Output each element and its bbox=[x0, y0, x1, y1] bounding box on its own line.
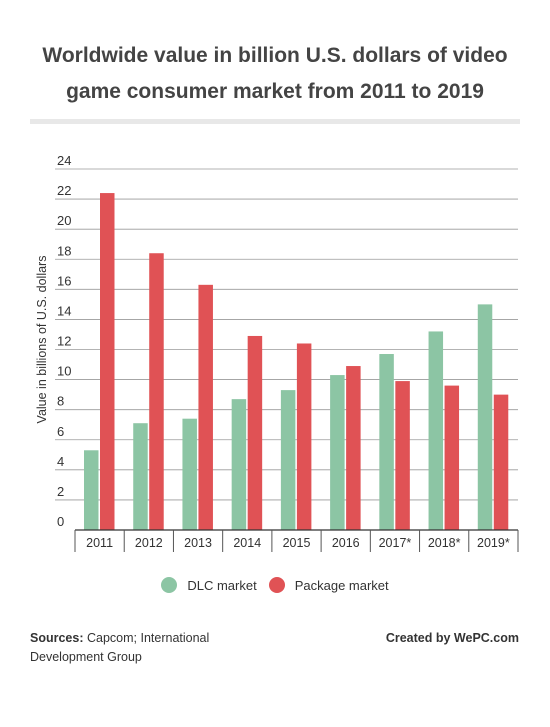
y-tick-label: 0 bbox=[57, 514, 64, 529]
y-tick-label: 10 bbox=[57, 364, 71, 379]
x-tick-label: 2013 bbox=[184, 536, 212, 550]
y-axis-title: Value in billions of U.S. dollars bbox=[35, 256, 49, 424]
legend: DLC market Package market bbox=[0, 577, 550, 593]
legend-item-package: Package market bbox=[268, 577, 389, 593]
credit-note: Created by WePC.com bbox=[385, 631, 519, 645]
y-tick-label: 22 bbox=[57, 183, 71, 198]
sources-label: Sources: bbox=[30, 631, 84, 645]
bar-package bbox=[247, 335, 263, 530]
y-tick-label: 24 bbox=[57, 153, 71, 168]
y-tick-label: 20 bbox=[57, 213, 71, 228]
bar-dlc bbox=[133, 423, 148, 530]
x-tick-label: 2011 bbox=[86, 536, 113, 550]
bar-package bbox=[493, 394, 509, 530]
y-tick-label: 8 bbox=[57, 394, 64, 409]
x-tick-label: 2014 bbox=[233, 536, 261, 550]
y-tick-label: 18 bbox=[57, 243, 71, 258]
x-tick-label: 2018* bbox=[428, 536, 461, 550]
x-tick-label: 2017* bbox=[379, 536, 412, 550]
legend-item-dlc: DLC market bbox=[161, 577, 257, 593]
bar-dlc bbox=[84, 450, 99, 530]
legend-swatch-dlc bbox=[161, 577, 178, 593]
y-tick-label: 4 bbox=[57, 454, 64, 469]
legend-label-dlc: DLC market bbox=[187, 577, 257, 593]
sources-text: Capcom; International Development Group bbox=[30, 631, 210, 664]
bar-dlc bbox=[280, 390, 296, 530]
x-tick-label: 2019* bbox=[477, 536, 510, 550]
y-tick-label: 16 bbox=[57, 273, 71, 288]
bar-dlc bbox=[231, 399, 247, 530]
x-tick-label: 2015 bbox=[283, 536, 311, 550]
bar-package bbox=[149, 253, 164, 530]
y-tick-label: 2 bbox=[57, 484, 64, 499]
y-tick-label: 6 bbox=[57, 424, 64, 439]
x-tick-label: 2016 bbox=[332, 536, 360, 550]
bar-dlc bbox=[379, 354, 394, 530]
bar-dlc bbox=[428, 331, 444, 530]
bar-package bbox=[395, 381, 410, 530]
title-divider bbox=[30, 119, 520, 124]
legend-swatch-package bbox=[268, 577, 285, 593]
bar-dlc bbox=[477, 304, 493, 530]
bar-package bbox=[198, 284, 213, 530]
bar-package bbox=[346, 366, 361, 530]
chart-title: Worldwide value in billion U.S. dollars … bbox=[42, 44, 508, 103]
y-tick-label: 14 bbox=[57, 303, 71, 318]
bar-package bbox=[100, 193, 115, 531]
bar-dlc bbox=[182, 418, 197, 530]
y-tick-label: 12 bbox=[57, 334, 71, 349]
legend-label-package: Package market bbox=[294, 577, 389, 593]
bar-package bbox=[296, 343, 312, 530]
x-tick-label: 2012 bbox=[135, 536, 163, 550]
sources-note: Sources: Capcom; International Developme… bbox=[30, 629, 260, 667]
bar-package bbox=[444, 385, 460, 530]
bar-dlc bbox=[330, 375, 345, 530]
